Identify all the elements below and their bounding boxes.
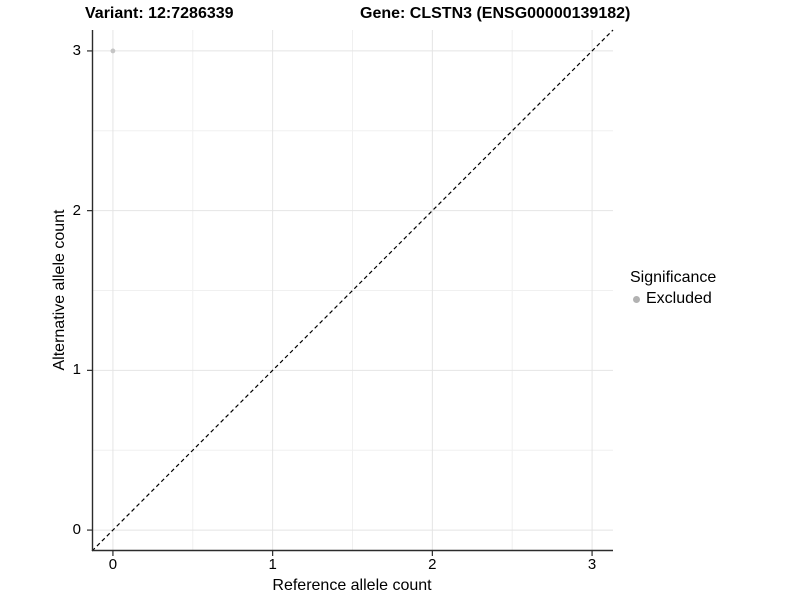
legend-item-label: Excluded	[646, 290, 712, 307]
x-tick-label: 3	[587, 556, 597, 573]
scatter-plot-canvas	[87, 29, 614, 556]
legend-item-excluded: Excluded	[630, 290, 716, 308]
y-axis-title: Alternative allele count	[51, 209, 68, 371]
identity-reference-line	[91, 29, 614, 552]
y-tick-label: 2	[72, 201, 81, 219]
plot-title-variant: Variant: 12:7286339	[85, 5, 234, 22]
plot-panel	[87, 29, 614, 556]
x-tick-label: 2	[428, 556, 437, 573]
plot-title-gene: Gene: CLSTN3 (ENSG00000139182)	[360, 5, 631, 22]
data-point	[110, 48, 116, 54]
x-tick-label: 0	[108, 556, 118, 573]
y-tick-label: 3	[72, 41, 81, 59]
y-tick-label: 1	[72, 361, 81, 379]
y-tick-label: 0	[72, 521, 81, 539]
excluded-point-icon	[633, 295, 640, 303]
x-axis-title: Reference allele count	[272, 577, 432, 594]
legend-title: Significance	[630, 269, 717, 286]
x-tick-label: 1	[268, 556, 277, 573]
legend: Significance Excluded	[630, 269, 716, 308]
